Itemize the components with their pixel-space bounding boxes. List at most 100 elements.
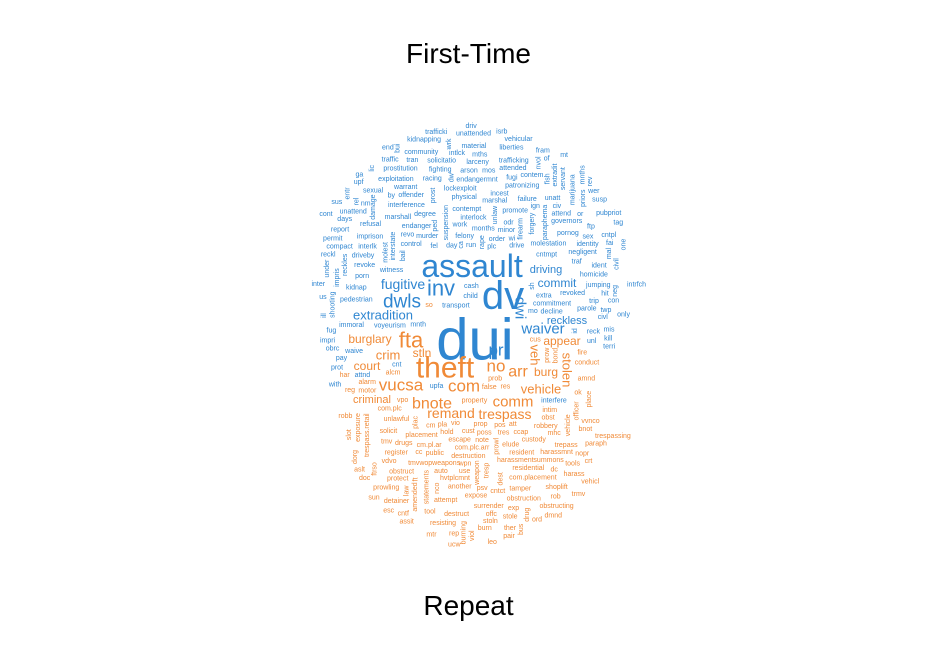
word-law: law [404,485,411,496]
word-nm: nm [361,201,371,208]
word-amnd: amnd [578,376,596,383]
word-viol: viol [469,530,476,541]
word-obstruction: obstruction [507,496,541,503]
word-mnth: mnth [410,322,426,329]
word-dorg: dorg [352,450,359,464]
word-doc: doc [359,475,371,482]
word-impris: impris [334,268,341,287]
word-cont: cont [319,211,332,218]
word-attempt: attempt [434,497,457,504]
word-suspension: suspension [443,205,450,241]
word-plac: plac [413,416,420,429]
word-com-plc-arr: com.plc.arr [455,445,490,452]
word-trip: trip [589,298,599,305]
word-of: of [544,156,550,163]
word-summons: summons [533,457,564,464]
word-tresp: tresp [483,463,490,479]
word-weapon: weapon [474,460,481,486]
word-pedestrian: pedestrian [340,297,373,304]
word-cash: cash [464,283,479,290]
word-forgery: forgery [529,212,536,234]
word-stln: stln [413,346,432,360]
word-larceny: larceny [466,159,489,166]
word-ign: ign [531,203,540,210]
word-tmv: tmv [381,439,393,446]
word-robb: robb [338,413,352,420]
word-report: report [331,226,349,233]
word-ccap: ccap [513,429,528,436]
word-reg: reg [345,387,355,394]
word-another: another [448,483,472,490]
word-trespass-retail: trespass.retail [364,413,371,457]
word-traffic: traffic [382,157,399,164]
word-extra: extra [536,293,552,300]
word-residential: residential [512,465,544,472]
word-rev: rev [587,176,594,186]
word-fugitive: fugitive [381,276,426,292]
word-fta: fta [399,328,424,353]
word-bnot: bnot [579,426,593,433]
word-vehicle: vehicle [521,382,561,397]
word-trafficki: trafficki [425,129,447,136]
word-endanger: endanger [402,223,432,230]
word-interlock: interlock [460,214,487,221]
word-vio: vio [451,420,460,427]
word-mis: mis [604,326,615,333]
word-dw: dw [448,172,455,182]
word-sh: sh [529,282,536,290]
word-bail: bail [400,250,407,261]
word-dest: dest [498,472,505,485]
word-neg: neg [612,285,619,297]
word-tmvwopweapons: tmvwopweapons [408,460,461,467]
word-immoral: immoral [339,322,364,329]
word-community: community [404,149,438,156]
word-extradition: extradition [353,308,413,323]
word-drugs: drugs [395,440,413,447]
word-marijuana: marijuana [570,174,577,205]
word-rob: rob [551,493,561,500]
word-interstate: interstate [390,232,397,261]
word-tag: tag [613,219,623,226]
word-odr: odr [503,219,514,226]
word-marshal: marshal [482,198,507,205]
word-cnt: cnt [392,362,401,369]
word-crim: crim [376,348,401,363]
word-us: us [319,294,327,301]
word-marshall: marshall [385,214,412,221]
word-obstructing: obstructing [539,503,573,510]
word-fram: fram [536,147,550,154]
word-destruction: destruction [451,453,485,460]
word-prop: prop [474,421,488,428]
word-identity: identity [576,241,599,248]
word-fish: fish [545,173,552,184]
word-felony: felony [455,233,474,240]
word-civl: civl [598,314,609,321]
word-revo: revo [401,231,415,238]
word-burning: burning [461,521,468,544]
word-ft: ft [412,478,419,482]
word-fire: fire [577,349,587,356]
word-alarm: alarm [358,379,376,386]
word-unl: unl [587,338,597,345]
word-vdvo: vdvo [382,458,397,465]
word-dwi: dwi [512,297,529,320]
word-drive: drive [509,243,524,250]
word-ftp: ftp [587,223,595,230]
word-cm-pl-ar: cm.pl.ar [417,442,443,449]
word-porn: porn [355,273,369,280]
word-exploitation: exploitation [378,176,414,183]
word-cc: cc [415,449,423,456]
word-fug: fug [327,327,337,334]
word-parole: parole [577,305,597,312]
word-wer: wer [587,188,600,195]
word-decline: decline [541,309,563,316]
word-nvol: nvol [535,156,542,169]
word-tamper: tamper [509,486,531,493]
word-escape: escape [448,437,471,444]
word-tran: tran [406,157,418,164]
word-control: control [401,241,422,248]
word-contempt: contempt [452,206,481,213]
word-inv: inv [427,276,455,301]
word-lic: lic [369,164,376,171]
chart-title-repeat: Repeat [423,590,514,621]
